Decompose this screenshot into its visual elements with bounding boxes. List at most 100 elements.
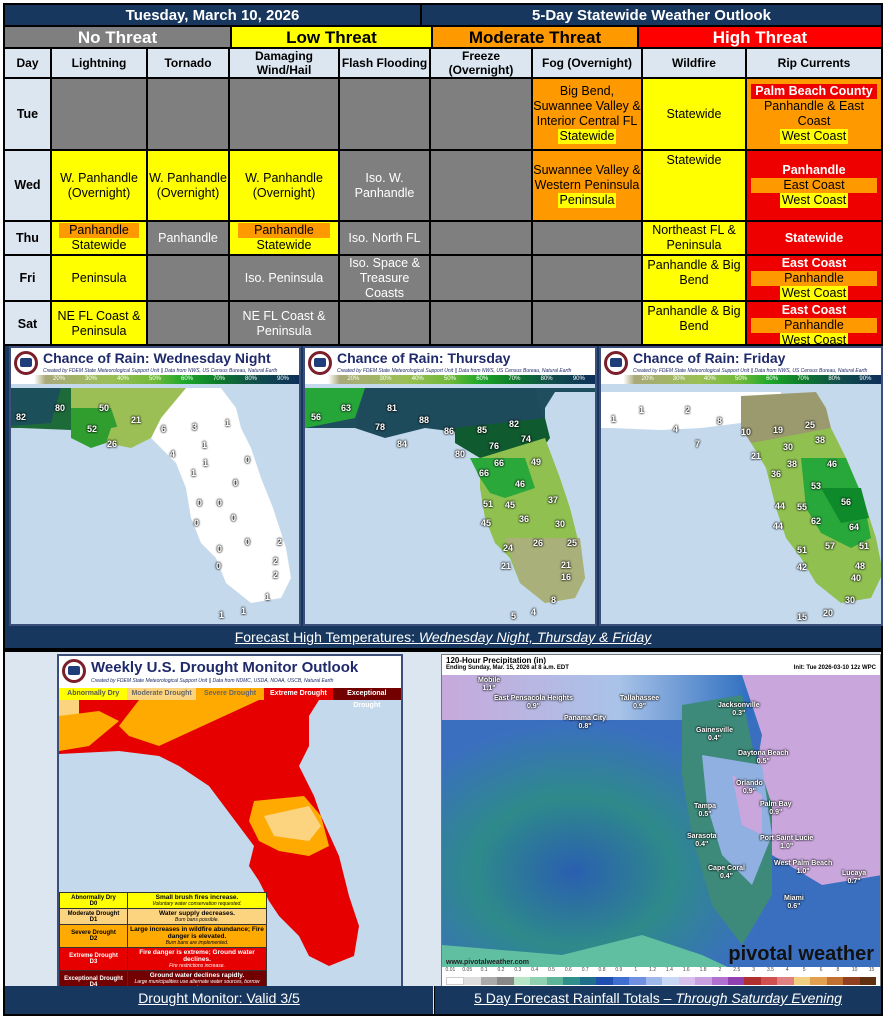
- value-crystal-river: 1: [191, 468, 197, 478]
- rip-high-area: Palm Beach County: [751, 84, 877, 99]
- rip-moderate-area: Panhandle & East Coast: [763, 99, 865, 128]
- map-header: Chance of Rain: Thursday Created by FDEM…: [305, 348, 595, 384]
- wed-fog: Suwannee Valley & Western Peninsula Peni…: [533, 151, 643, 222]
- value-panama-city: 4: [673, 424, 679, 434]
- pivotal-url: www.pivotalweather.com: [446, 959, 529, 966]
- value-bartow: 0: [217, 498, 223, 508]
- sat-wildfire: Panhandle & Big Bend: [643, 302, 747, 348]
- value-orlando: 46: [515, 479, 526, 489]
- wed-freeze: [431, 151, 533, 222]
- value-tampa: 0: [197, 498, 203, 508]
- value-jacksonville: 1: [225, 418, 231, 428]
- day-label: Sat: [5, 302, 52, 348]
- map-credit: Created by FDEM State Meteorological Sup…: [43, 368, 278, 374]
- value-pensacola: 56: [311, 412, 322, 422]
- map-wednesday-night: Chance of Rain: Wednesday Night Created …: [9, 346, 301, 626]
- drought-impacts-table: Abnormally Dry D0 Small brush fires incre…: [59, 892, 267, 986]
- legend-moderate-threat: Moderate Threat: [433, 27, 639, 49]
- tue-wind: [230, 79, 340, 151]
- value-sebring: 62: [811, 516, 822, 526]
- outlook-title: 5-Day Statewide Weather Outlook: [422, 5, 881, 27]
- value-miami: 16: [561, 572, 572, 582]
- value-crystal-river: 66: [479, 468, 490, 478]
- tue-wildfire: Statewide: [643, 79, 747, 151]
- value-melbourne: 56: [841, 497, 852, 507]
- rip-moderate-area: East Coast: [751, 178, 877, 193]
- pivotal-logo: pivotal weather: [728, 943, 874, 965]
- value-pensacola: 1: [611, 414, 617, 424]
- thu-rip: Statewide: [747, 222, 881, 256]
- lightning-low-area: Statewide: [71, 238, 127, 252]
- row-fri: Fri Peninsula Iso. Peninsula Iso. Space …: [5, 256, 881, 302]
- rain-scale-bar: 10% 20% 30% 40% 50% 60% 70% 80% 90%: [11, 375, 299, 384]
- row-sat: Sat NE FL Coast & Peninsula NE FL Coast …: [5, 302, 881, 348]
- col-tornado: Tornado: [148, 49, 230, 79]
- value-perry: 6: [161, 424, 167, 434]
- wed-wildfire: Statewide: [643, 151, 747, 222]
- drought-monitor-map: Weekly U.S. Drought Monitor Outlook Crea…: [57, 654, 403, 988]
- tue-fog: Big Bend, Suwannee Valley & Interior Cen…: [533, 79, 643, 151]
- value-naples: 42: [797, 562, 808, 572]
- value-apalachicola: 7: [695, 439, 701, 449]
- map-header: Weekly U.S. Drought Monitor Outlook Crea…: [59, 656, 401, 688]
- day-label: Wed: [5, 151, 52, 222]
- value-port-st-lucie: 64: [849, 522, 860, 532]
- rain-scale-bar: 10% 20% 30% 40% 50% 60% 70% 80% 90%: [305, 375, 595, 384]
- drought-credit: Created by FDEM State Meteorological Sup…: [91, 678, 334, 684]
- drought-row-d4: Exceptional Drought D4 Ground water decli…: [60, 971, 266, 986]
- rain-chance-maps: Chance of Rain: Wednesday Night Created …: [3, 344, 883, 650]
- legend-exceptional-drought: Exceptional Drought: [332, 688, 401, 709]
- value-clewiston: 26: [533, 538, 544, 548]
- value-crystal-river: 36: [771, 469, 782, 479]
- value-tallahassee: 21: [131, 415, 142, 425]
- tue-rip: Palm Beach County Panhandle & East Coast…: [747, 79, 881, 151]
- florida-map-graphic: [305, 388, 595, 624]
- thu-wildfire: Northeast FL & Peninsula: [643, 222, 747, 256]
- day-label: Thu: [5, 222, 52, 256]
- tue-tornado: [148, 79, 230, 151]
- sat-wind: NE FL Coast & Peninsula: [230, 302, 340, 348]
- value-key-largo: 1: [265, 592, 271, 602]
- value-marathon: 4: [531, 607, 537, 617]
- col-rip-currents: Rip Currents: [747, 49, 881, 79]
- value-marianna: 81: [387, 403, 398, 413]
- bottom-panels: Weekly U.S. Drought Monitor Outlook Crea…: [3, 650, 883, 1016]
- map-header: Chance of Rain: Wednesday Night Created …: [11, 348, 299, 384]
- precip-scale: 0.01 0.05 0.1 0.2 0.3 0.4 0.5 0.6 0.7 0.8 0.9 1 1.2 1…: [442, 967, 880, 987]
- tue-freeze: [431, 79, 533, 151]
- value-marianna: 2: [685, 405, 691, 415]
- sat-freeze: [431, 302, 533, 348]
- fri-tornado: [148, 256, 230, 302]
- precip-title: 120-Hour Precipitation (in): [446, 656, 547, 665]
- legend-no-threat: No Threat: [5, 27, 232, 49]
- map-credit: Created by FDEM State Meteorological Sup…: [633, 368, 868, 374]
- value-daytona: 46: [827, 459, 838, 469]
- rip-high-area: Panhandle: [782, 163, 846, 177]
- wed-tornado: W. Panhandle (Overnight): [148, 151, 230, 222]
- rip-moderate-area: Panhandle: [751, 270, 877, 286]
- day-label: Tue: [5, 79, 52, 151]
- value-horseshoe-beach: 4: [170, 449, 176, 459]
- value-gainesville: 30: [783, 442, 794, 452]
- value-panama-city: 52: [87, 424, 98, 434]
- row-wed: Wed W. Panhandle (Overnight) W. Panhandl…: [5, 151, 881, 222]
- fog-moderate-area: Suwannee Valley & Western Peninsula: [533, 163, 641, 192]
- sat-tornado: [148, 302, 230, 348]
- rip-low-area: West Coast: [779, 129, 849, 144]
- date-header: Tuesday, March 10, 2026: [5, 5, 422, 27]
- col-freeze: Freeze (Overnight): [431, 49, 533, 79]
- value-lake-city: 3: [192, 422, 198, 432]
- value-apalachicola: 26: [107, 439, 118, 449]
- value-clewiston: 0: [245, 537, 251, 547]
- value-miami: 40: [851, 573, 862, 583]
- value-fort-myers: 24: [503, 543, 514, 553]
- value-key-largo: 30: [845, 595, 856, 605]
- wind-low-area: Statewide: [256, 238, 312, 252]
- tue-lightning: [52, 79, 148, 151]
- value-sarasota: 44: [773, 521, 784, 531]
- wed-lightning: W. Panhandle (Overnight): [52, 151, 148, 222]
- value-clewiston: 57: [825, 541, 836, 551]
- sat-flood: [340, 302, 431, 348]
- rip-low-area: West Coast: [779, 332, 849, 348]
- value-pensacola: 82: [16, 412, 27, 422]
